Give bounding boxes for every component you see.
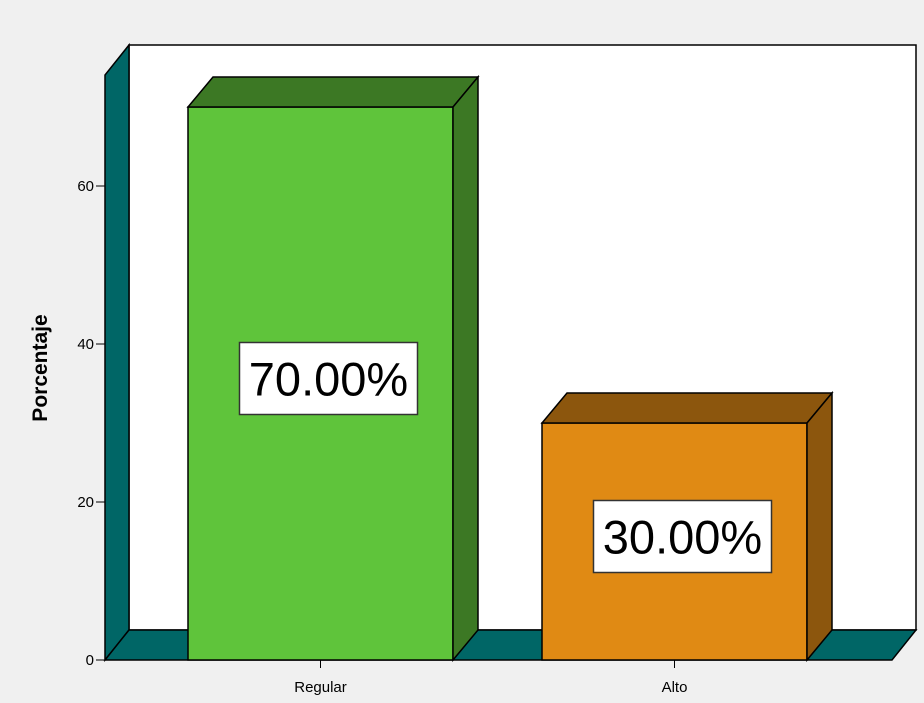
data-label: 30.00%	[603, 511, 762, 564]
data-label-box	[592, 499, 773, 574]
bar-top	[186, 76, 480, 108]
x-category-label: Regular	[294, 679, 347, 696]
bar-side	[452, 74, 479, 663]
y-tick-label: 60	[77, 178, 94, 195]
y-tick-label: 0	[86, 652, 94, 669]
data-label: 70.00%	[249, 353, 408, 406]
y-axis-title: Porcentaje	[29, 314, 52, 421]
bar-top	[540, 392, 834, 424]
y-tick-label: 20	[77, 494, 94, 511]
x-axis-labels: Regular Alto	[294, 660, 687, 696]
data-label-box	[238, 341, 419, 416]
bar-regular: 70.00%	[186, 74, 480, 663]
bars-group: 70.00% 30.00%	[186, 74, 834, 663]
bar-side	[806, 390, 833, 663]
bar-alto: 30.00%	[540, 390, 834, 663]
y-tick-label: 40	[77, 336, 94, 353]
y-axis: 0 20 40 60	[77, 112, 106, 669]
left-wall	[104, 42, 130, 663]
x-category-label: Alto	[662, 679, 688, 696]
